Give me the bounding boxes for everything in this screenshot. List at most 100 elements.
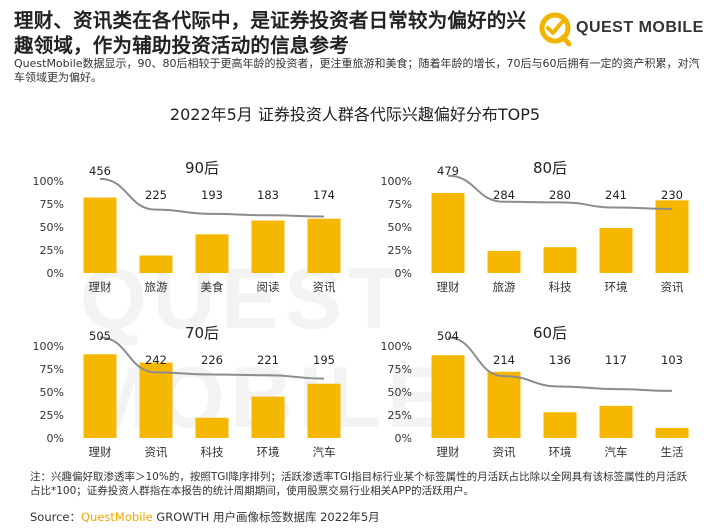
bar: [307, 218, 341, 273]
x-tick-label: 资讯: [493, 445, 516, 459]
tgi-label: 193: [201, 188, 223, 202]
tgi-line: [99, 177, 325, 218]
panel-title: 60后: [533, 324, 567, 342]
panel-title: 90后: [185, 159, 219, 177]
chart-90s: 90后 0% 25% 50% 75% 100% 理财 旅游 美食 阅读 资讯 456 225 193 183…: [33, 159, 341, 294]
y-tick-label: 50%: [40, 386, 64, 399]
logo-icon: [539, 12, 572, 47]
y-tick-label: 50%: [40, 221, 64, 234]
x-tick-label: 阅读: [257, 280, 280, 294]
tgi-label: 505: [89, 329, 111, 343]
x-tick-label: 环境: [549, 445, 572, 459]
footnote: 注：兴趣偏好取渗透率＞10%的，按照TGI降序排列；活跃渗透率TGI指目标行业某…: [30, 471, 688, 497]
bar: [655, 200, 689, 273]
x-tick-label: 资讯: [661, 280, 684, 294]
y-tick-label: 100%: [33, 340, 64, 353]
bar: [83, 197, 117, 273]
panel-title: 80后: [533, 159, 567, 177]
bar: [139, 362, 173, 438]
chart-70s: 70后 0% 25% 50% 75% 100% 理财 资讯 科技 环境 汽车 505 242 226 221…: [33, 324, 341, 459]
y-tick-label: 75%: [40, 198, 64, 211]
tgi-line: [447, 336, 673, 392]
source-brand: QuestMobile: [81, 510, 153, 524]
tgi-label: 183: [257, 188, 279, 202]
bar: [139, 255, 173, 273]
source-rest: GROWTH 用户画像标签数据库 2022年5月: [152, 510, 380, 524]
bar: [251, 220, 285, 273]
tgi-label: 284: [493, 188, 515, 202]
tgi-label: 221: [257, 353, 279, 367]
bar: [543, 247, 577, 273]
y-tick-label: 25%: [388, 409, 412, 422]
logo-wordmark: QUEST MOBILE: [576, 19, 704, 36]
y-tick-label: 0%: [395, 267, 412, 280]
tgi-label: 479: [437, 164, 459, 178]
bar: [487, 371, 521, 438]
bar: [655, 427, 689, 438]
source-prefix: Source：: [30, 510, 81, 524]
tgi-label: 214: [493, 353, 515, 367]
tgi-label: 504: [437, 329, 459, 343]
y-tick-label: 100%: [381, 175, 412, 188]
tgi-label: 103: [661, 353, 683, 367]
x-tick-label: 理财: [437, 445, 460, 459]
x-tick-label: 理财: [89, 445, 112, 459]
chart-panel-80s: 80后 0% 25% 50% 75% 100% 理财 旅游 科技 环境 资讯 479 284 280 241…: [348, 155, 689, 315]
x-tick-label: 资讯: [145, 445, 168, 459]
bar: [487, 250, 521, 273]
x-tick-label: 美食: [201, 280, 224, 294]
tgi-label: 230: [661, 188, 683, 202]
chart-60s: 60后 0% 25% 50% 75% 100% 理财 资讯 环境 汽车 生活 504 214 136 117…: [381, 324, 689, 459]
panel-title: 70后: [185, 324, 219, 342]
bar: [431, 355, 465, 438]
tgi-label: 136: [549, 353, 571, 367]
y-tick-label: 100%: [33, 175, 64, 188]
bar: [599, 405, 633, 438]
tgi-label: 280: [549, 188, 571, 202]
bar: [431, 192, 465, 273]
y-tick-label: 50%: [388, 386, 412, 399]
tgi-line: [99, 336, 325, 380]
chart-panel-70s: 70后 0% 25% 50% 75% 100% 理财 资讯 科技 环境 汽车 505 242 226 221…: [0, 320, 341, 480]
tgi-label: 456: [89, 164, 111, 178]
x-tick-label: 科技: [549, 280, 572, 294]
tgi-label: 117: [605, 353, 627, 367]
y-tick-label: 25%: [388, 244, 412, 257]
y-tick-label: 100%: [381, 340, 412, 353]
x-tick-label: 资讯: [313, 280, 336, 294]
x-tick-label: 科技: [201, 445, 224, 459]
y-tick-label: 25%: [40, 244, 64, 257]
x-tick-label: 环境: [257, 445, 280, 459]
x-tick-label: 理财: [437, 280, 460, 294]
y-tick-label: 0%: [47, 267, 64, 280]
tgi-label: 242: [145, 353, 167, 367]
y-tick-label: 0%: [395, 432, 412, 445]
bar: [251, 396, 285, 438]
y-tick-label: 75%: [40, 363, 64, 376]
chart-panel-60s: 60后 0% 25% 50% 75% 100% 理财 资讯 环境 汽车 生活 504 214 136 117…: [348, 320, 689, 480]
chart-panel-90s: 90后 0% 25% 50% 75% 100% 理财 旅游 美食 阅读 资讯 456 225 193 183…: [0, 155, 341, 315]
bar: [543, 412, 577, 438]
bar: [195, 417, 229, 438]
x-tick-label: 环境: [605, 280, 628, 294]
tgi-label: 174: [313, 188, 335, 202]
x-tick-label: 汽车: [605, 445, 628, 459]
bar: [83, 354, 117, 438]
x-tick-label: 旅游: [145, 280, 168, 294]
x-tick-label: 生活: [661, 445, 684, 459]
y-tick-label: 0%: [47, 432, 64, 445]
bar: [599, 227, 633, 273]
tgi-label: 225: [145, 188, 167, 202]
x-tick-label: 旅游: [493, 280, 516, 294]
y-tick-label: 75%: [388, 363, 412, 376]
bar: [195, 234, 229, 273]
questmobile-logo: QUEST MOBILE: [538, 8, 708, 52]
chart-title: 2022年5月 证券投资人群各代际兴趣偏好分布TOP5: [169, 105, 541, 124]
x-tick-label: 汽车: [313, 445, 336, 459]
bar: [307, 383, 341, 438]
tgi-label: 195: [313, 353, 335, 367]
page-headline: 理财、资讯类在各代际中，是证券投资者日常较为偏好的兴趣领域，作为辅助投资活动的信…: [14, 9, 527, 57]
chart-80s: 80后 0% 25% 50% 75% 100% 理财 旅游 科技 环境 资讯 479 284 280 241…: [381, 159, 689, 294]
y-tick-label: 25%: [40, 409, 64, 422]
y-tick-label: 75%: [388, 198, 412, 211]
